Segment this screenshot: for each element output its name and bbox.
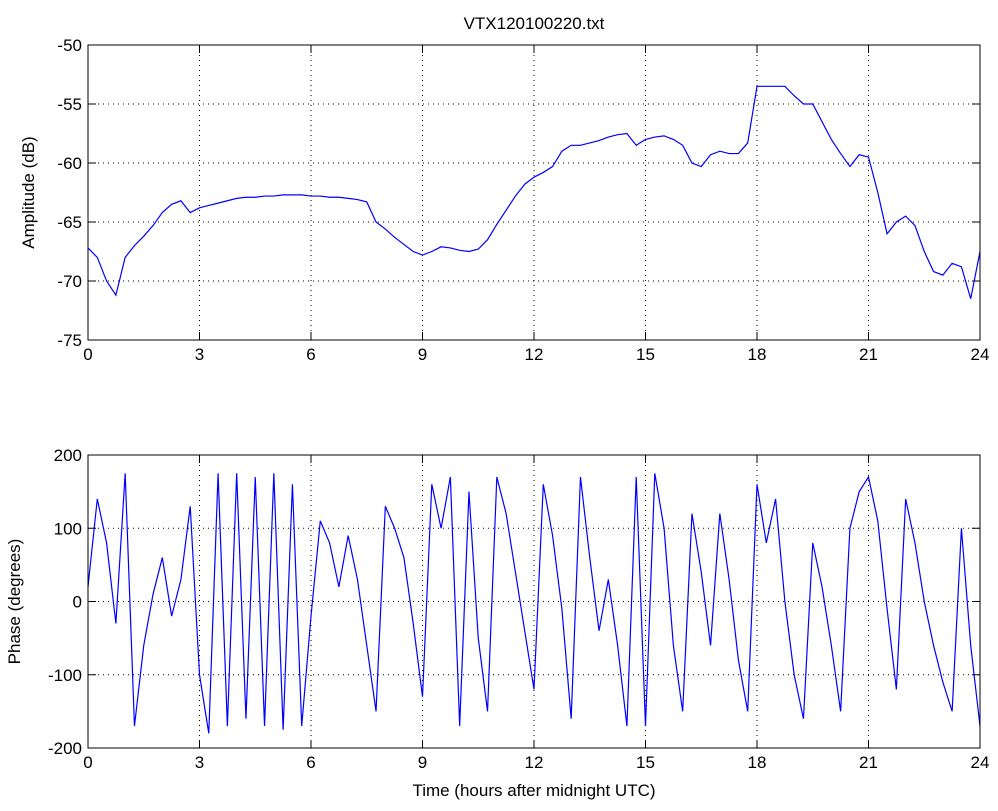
x-tick-label: 0 — [83, 753, 92, 772]
x-tick-label: 3 — [195, 345, 204, 364]
y-tick-label: -65 — [57, 213, 82, 232]
y-tick-label: -70 — [57, 272, 82, 291]
y-axis-label: Phase (degrees) — [5, 539, 24, 665]
x-tick-label: 0 — [83, 345, 92, 364]
y-axis-label: Amplitude (dB) — [19, 136, 38, 248]
x-tick-label: 12 — [525, 753, 544, 772]
x-tick-label: 21 — [859, 345, 878, 364]
y-tick-label: 100 — [54, 519, 82, 538]
y-tick-label: -200 — [48, 739, 82, 758]
y-tick-label: 0 — [73, 593, 82, 612]
axes-frame — [87, 44, 981, 341]
axes-frame — [87, 454, 981, 749]
x-axis-label: Time (hours after midnight UTC) — [412, 781, 655, 800]
x-tick-label: 15 — [636, 753, 655, 772]
x-tick-label: 24 — [971, 753, 990, 772]
x-tick-label: 6 — [306, 345, 315, 364]
y-tick-label: -100 — [48, 666, 82, 685]
x-tick-label: 24 — [971, 345, 990, 364]
x-tick-label: 21 — [859, 753, 878, 772]
y-tick-label: 200 — [54, 446, 82, 465]
x-tick-label: 9 — [418, 753, 427, 772]
data-line — [87, 85, 981, 299]
y-tick-label: -60 — [57, 154, 82, 173]
chart-title: VTX120100220.txt — [464, 14, 605, 33]
x-tick-label: 6 — [306, 753, 315, 772]
x-tick-label: 12 — [525, 345, 544, 364]
x-tick-label: 9 — [418, 345, 427, 364]
x-tick-label: 18 — [748, 345, 767, 364]
x-tick-label: 18 — [748, 753, 767, 772]
y-tick-label: -55 — [57, 95, 82, 114]
y-tick-label: -75 — [57, 331, 82, 350]
y-tick-label: -50 — [57, 36, 82, 55]
data-line — [87, 473, 981, 734]
x-tick-label: 15 — [636, 345, 655, 364]
x-tick-label: 3 — [195, 753, 204, 772]
